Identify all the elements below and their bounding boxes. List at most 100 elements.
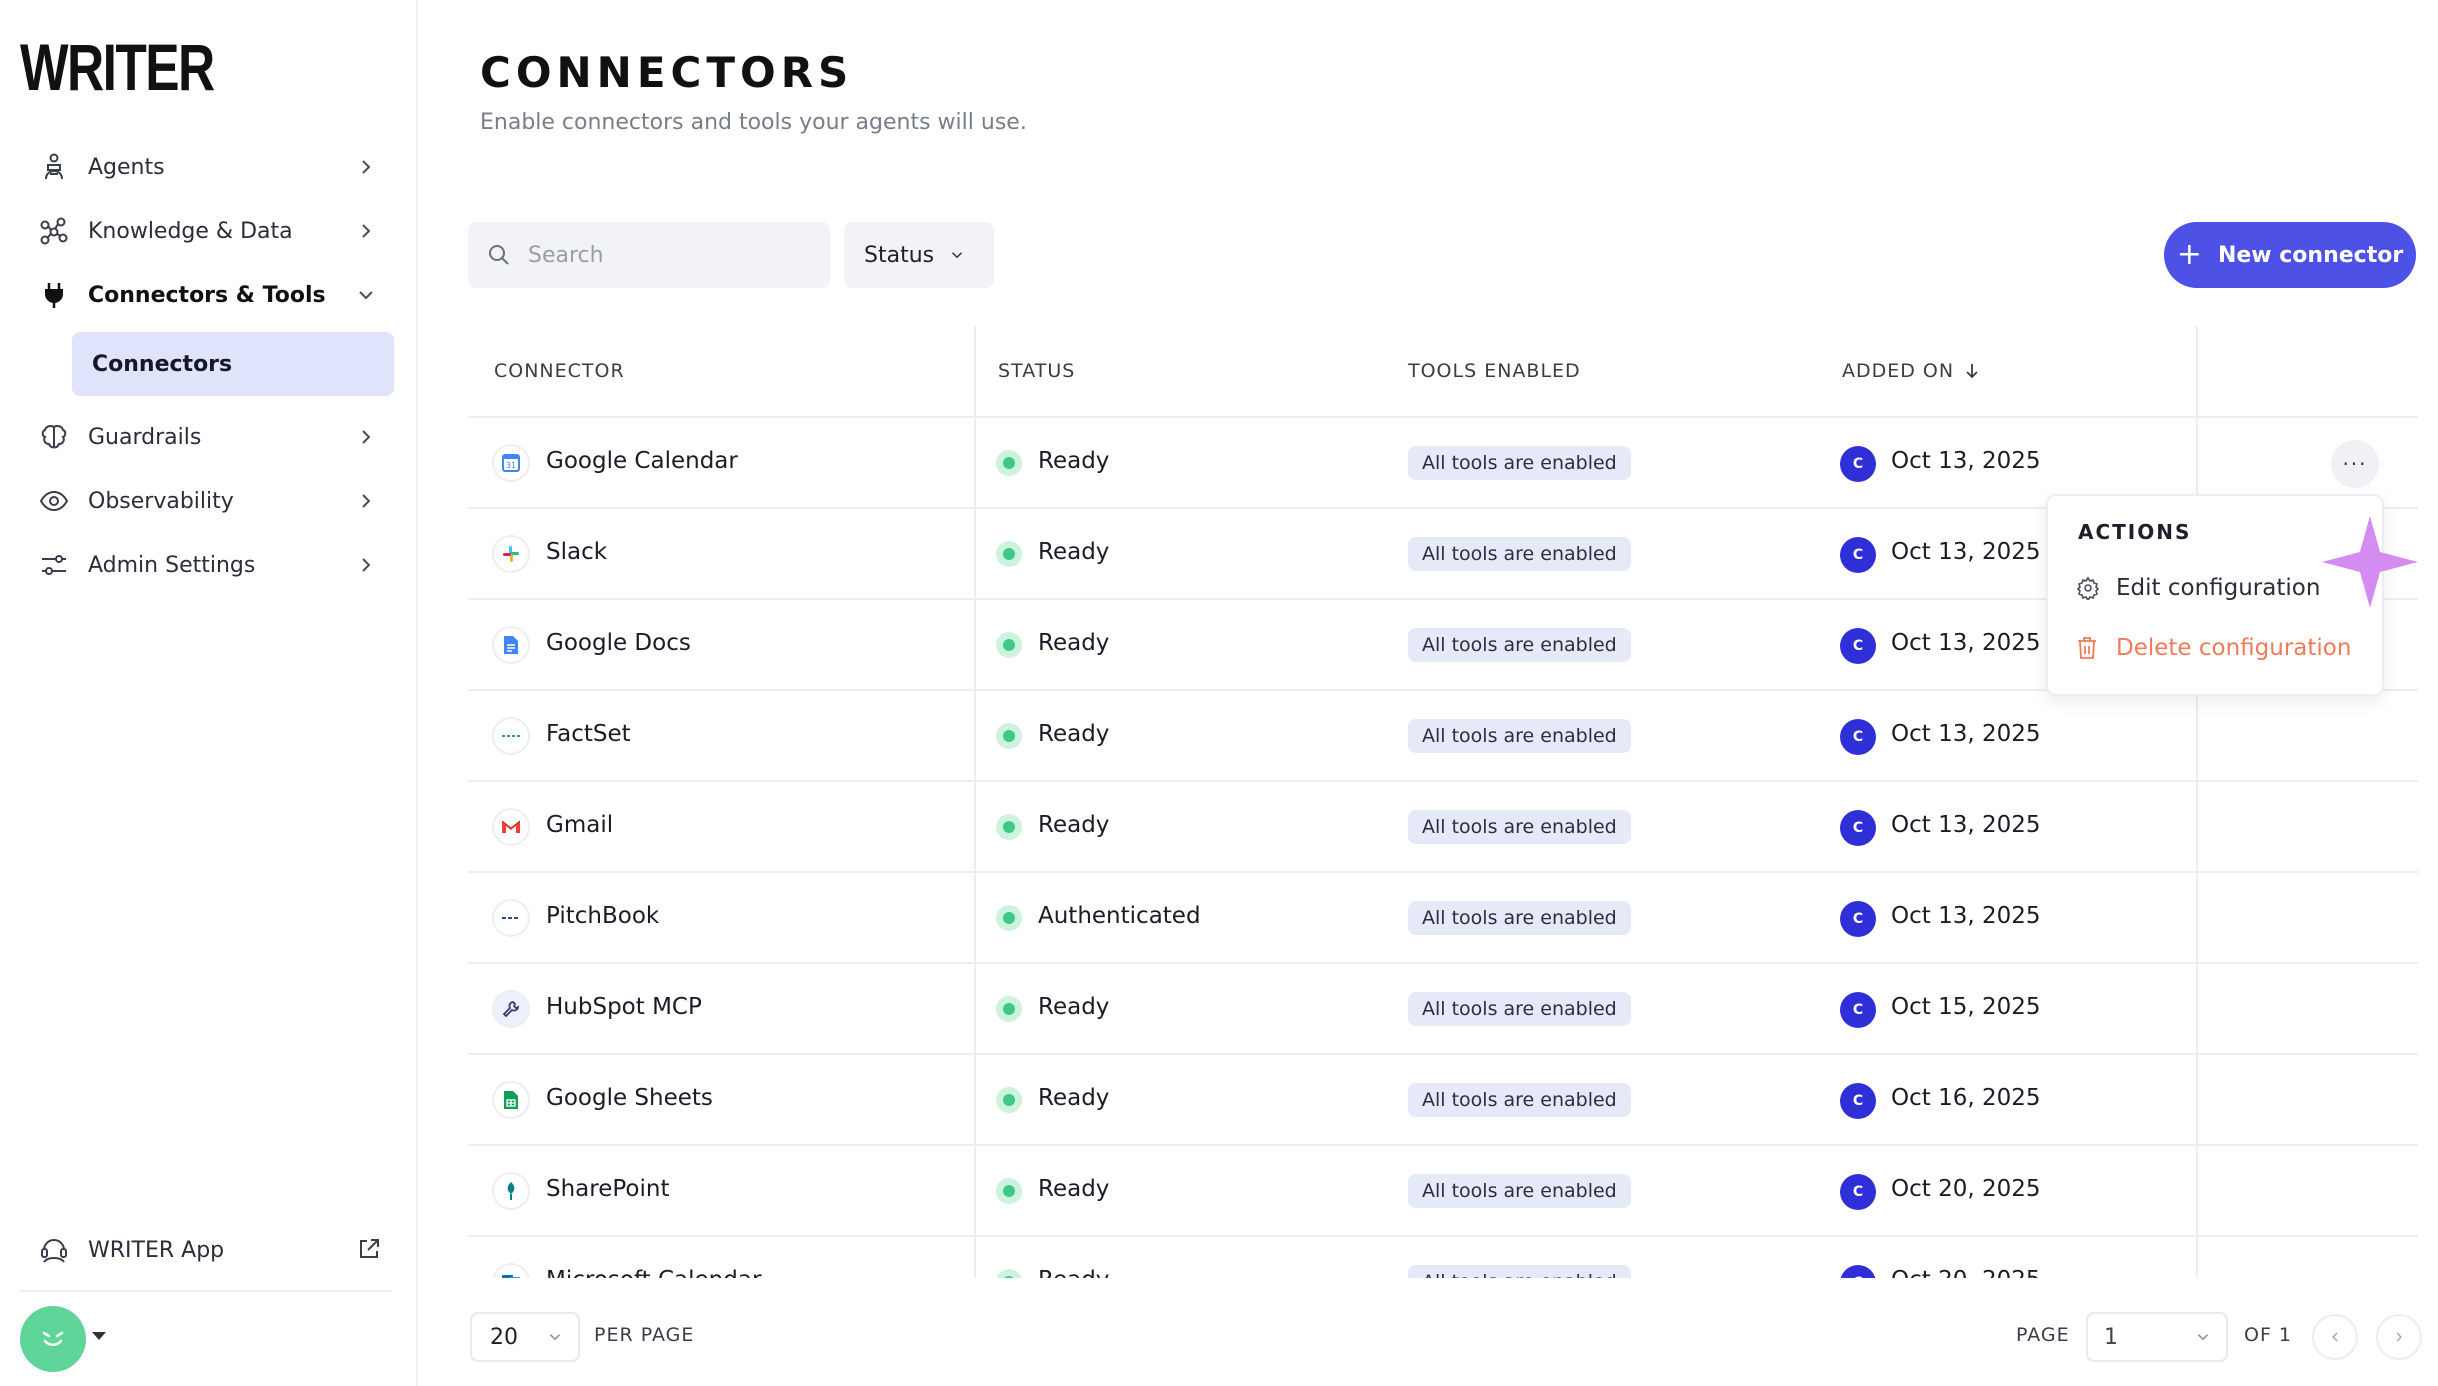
- connector-name[interactable]: Microsoft Calendar: [546, 1267, 761, 1278]
- tools-badge: All tools are enabled: [1408, 446, 1631, 480]
- per-page-label: PER PAGE: [594, 1324, 695, 1346]
- user-avatar: C: [1840, 446, 1876, 482]
- table-body: 31 Google Calendar Ready All tools are e…: [468, 418, 2418, 1278]
- user-avatar: C: [1840, 992, 1876, 1028]
- user-avatar: C: [1840, 719, 1876, 755]
- sidebar-item-label: Agents: [88, 154, 165, 180]
- per-page-select[interactable]: 20: [470, 1312, 580, 1362]
- sidebar-item-agents[interactable]: Agents: [20, 136, 396, 198]
- column-header-tools-enabled[interactable]: TOOLS ENABLED: [1408, 360, 1581, 382]
- smile-face-icon: [42, 1331, 64, 1346]
- google-calendar-icon: 31: [492, 444, 530, 482]
- chevron-right-icon: [362, 160, 371, 174]
- column-header-status[interactable]: STATUS: [998, 360, 1076, 382]
- user-avatar: C: [1840, 810, 1876, 846]
- arrow-down-icon: [1966, 364, 1978, 379]
- status-indicator: [996, 541, 1022, 567]
- connector-name[interactable]: PitchBook: [546, 903, 660, 929]
- tools-badge: All tools are enabled: [1408, 810, 1631, 844]
- status-text: Ready: [1038, 448, 1110, 474]
- table-row[interactable]: Slack Ready All tools are enabled C Oct …: [468, 509, 2418, 600]
- page-label: PAGE: [2016, 1324, 2070, 1346]
- caret-down-icon[interactable]: [92, 1332, 106, 1340]
- column-divider: [974, 326, 976, 1278]
- connector-name[interactable]: Slack: [546, 539, 608, 565]
- sidebar-item-connectors-tools[interactable]: Connectors & Tools: [20, 264, 396, 326]
- status-text: Ready: [1038, 630, 1110, 656]
- status-text: Ready: [1038, 721, 1110, 747]
- page-value: 1: [2104, 1324, 2118, 1350]
- delete-configuration-menu-item[interactable]: Delete configuration: [2076, 628, 2351, 668]
- added-date: Oct 15, 2025: [1891, 994, 2041, 1020]
- table-row[interactable]: o Microsoft Calendar Ready All tools are…: [468, 1237, 2418, 1278]
- plus-icon: +: [2176, 237, 2202, 272]
- added-date: Oct 13, 2025: [1891, 539, 2041, 565]
- table-row[interactable]: SharePoint Ready All tools are enabled C…: [468, 1146, 2418, 1237]
- search-input[interactable]: [526, 241, 790, 269]
- new-connector-button[interactable]: + New connector: [2164, 222, 2416, 288]
- table-row[interactable]: PitchBook Authenticated All tools are en…: [468, 873, 2418, 964]
- table-row[interactable]: Gmail Ready All tools are enabled C Oct …: [468, 782, 2418, 873]
- status-filter-dropdown[interactable]: Status: [844, 222, 994, 288]
- sidebar-item-observability[interactable]: Observability: [20, 470, 396, 532]
- sliders-icon: [34, 545, 74, 585]
- table-row[interactable]: HubSpot MCP Ready All tools are enabled …: [468, 964, 2418, 1055]
- writer-app-link[interactable]: WRITER App: [20, 1222, 396, 1278]
- connector-name[interactable]: SharePoint: [546, 1176, 670, 1202]
- tools-badge: All tools are enabled: [1408, 1083, 1631, 1117]
- eye-icon: [34, 481, 74, 521]
- added-date: Oct 13, 2025: [1891, 812, 2041, 838]
- more-actions-button[interactable]: ···: [2331, 440, 2379, 488]
- tools-badge: All tools are enabled: [1408, 992, 1631, 1026]
- status-indicator: [996, 1087, 1022, 1113]
- main-content: CONNECTORS Enable connectors and tools y…: [418, 0, 2438, 1386]
- previous-page-button[interactable]: [2312, 1314, 2358, 1360]
- connector-name[interactable]: Gmail: [546, 812, 614, 838]
- chevron-right-icon: [362, 494, 371, 508]
- connector-name[interactable]: HubSpot MCP: [546, 994, 702, 1020]
- sidebar-item-label: Observability: [88, 488, 234, 514]
- connector-name[interactable]: Google Calendar: [546, 448, 738, 474]
- added-date: Oct 16, 2025: [1891, 1085, 2041, 1111]
- sidebar-item-label: Admin Settings: [88, 552, 256, 578]
- status-indicator: [996, 450, 1022, 476]
- sidebar-item-admin-settings[interactable]: Admin Settings: [20, 534, 396, 596]
- page-select[interactable]: 1: [2086, 1312, 2228, 1362]
- added-date: Oct 13, 2025: [1891, 721, 2041, 747]
- table-row[interactable]: FactSet Ready All tools are enabled C Oc…: [468, 691, 2418, 782]
- outlook-calendar-icon: o: [492, 1263, 530, 1278]
- table-row[interactable]: Google Sheets Ready All tools are enable…: [468, 1055, 2418, 1146]
- connector-name[interactable]: Google Docs: [546, 630, 691, 656]
- sidebar-item-label: Knowledge & Data: [88, 218, 293, 244]
- gear-icon: [2076, 576, 2102, 600]
- column-header-connector[interactable]: CONNECTOR: [494, 360, 625, 382]
- sidebar-item-label: Guardrails: [88, 424, 202, 450]
- status-indicator: [996, 1178, 1022, 1204]
- connector-name[interactable]: FactSet: [546, 721, 631, 747]
- tools-badge: All tools are enabled: [1408, 628, 1631, 662]
- factset-icon: [492, 717, 530, 755]
- chevron-down-icon: [359, 291, 373, 300]
- next-page-button[interactable]: [2376, 1314, 2422, 1360]
- edit-configuration-menu-item[interactable]: Edit configuration: [2076, 568, 2320, 608]
- sidebar-item-knowledge-data[interactable]: Knowledge & Data: [20, 200, 396, 262]
- page-total-label: OF 1: [2244, 1324, 2293, 1346]
- connector-name[interactable]: Google Sheets: [546, 1085, 713, 1111]
- table-row[interactable]: 31 Google Calendar Ready All tools are e…: [468, 418, 2418, 509]
- added-date: Oct 20, 2025: [1891, 1176, 2041, 1202]
- external-link-icon: [356, 1236, 382, 1268]
- search-box[interactable]: [468, 222, 830, 288]
- column-header-added-on[interactable]: ADDED ON: [1842, 360, 1980, 382]
- table-row[interactable]: Google Docs Ready All tools are enabled …: [468, 600, 2418, 691]
- sidebar: WRITER Agents Knowledge & Data: [0, 0, 418, 1386]
- page-title: CONNECTORS: [480, 48, 854, 97]
- connectors-table: CONNECTOR STATUS TOOLS ENABLED ADDED ON: [468, 326, 2418, 418]
- search-icon: [489, 245, 509, 265]
- actions-menu: ACTIONS: [2046, 494, 2384, 696]
- sidebar-item-guardrails[interactable]: Guardrails: [20, 406, 396, 468]
- added-date: Oct 13, 2025: [1891, 630, 2041, 656]
- avatar[interactable]: [20, 1306, 86, 1372]
- sidebar-subitem-connectors[interactable]: Connectors: [72, 332, 394, 396]
- tools-badge: All tools are enabled: [1408, 719, 1631, 753]
